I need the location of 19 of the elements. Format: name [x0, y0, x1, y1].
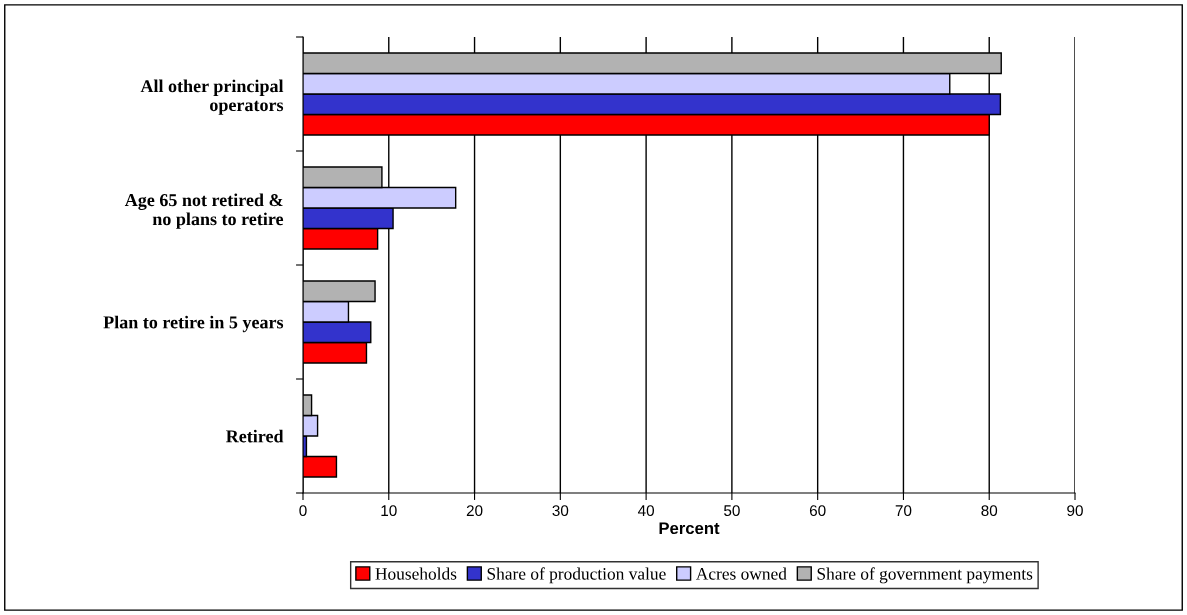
- y-tick-label: Retired: [226, 429, 284, 443]
- x-tick-label: 0: [299, 505, 307, 517]
- x-tick-label: 10: [381, 505, 397, 517]
- x-tick-label: 80: [981, 505, 998, 517]
- x-tick-label: 60: [809, 505, 826, 517]
- y-tick-label: All other principal operators: [140, 79, 284, 115]
- x-tick-label: 50: [724, 505, 740, 517]
- x-tick-label: 30: [552, 505, 569, 517]
- x-tick-label: 20: [466, 505, 483, 517]
- x-axis-title: Percent: [659, 522, 720, 535]
- legend-label: Households: [375, 567, 457, 580]
- x-tick-label: 40: [637, 505, 655, 517]
- legend-label: Share of government payments: [817, 567, 1033, 584]
- legend-label: Share of production value: [487, 567, 666, 584]
- y-tick-label: Plan to retire in 5 years: [103, 315, 284, 333]
- x-tick-label: 70: [895, 505, 912, 517]
- x-tick-label: 90: [1067, 505, 1083, 517]
- y-tick-label: Age 65 not retired & no plans to retire: [124, 193, 284, 229]
- legend-label: Acres owned: [695, 567, 787, 580]
